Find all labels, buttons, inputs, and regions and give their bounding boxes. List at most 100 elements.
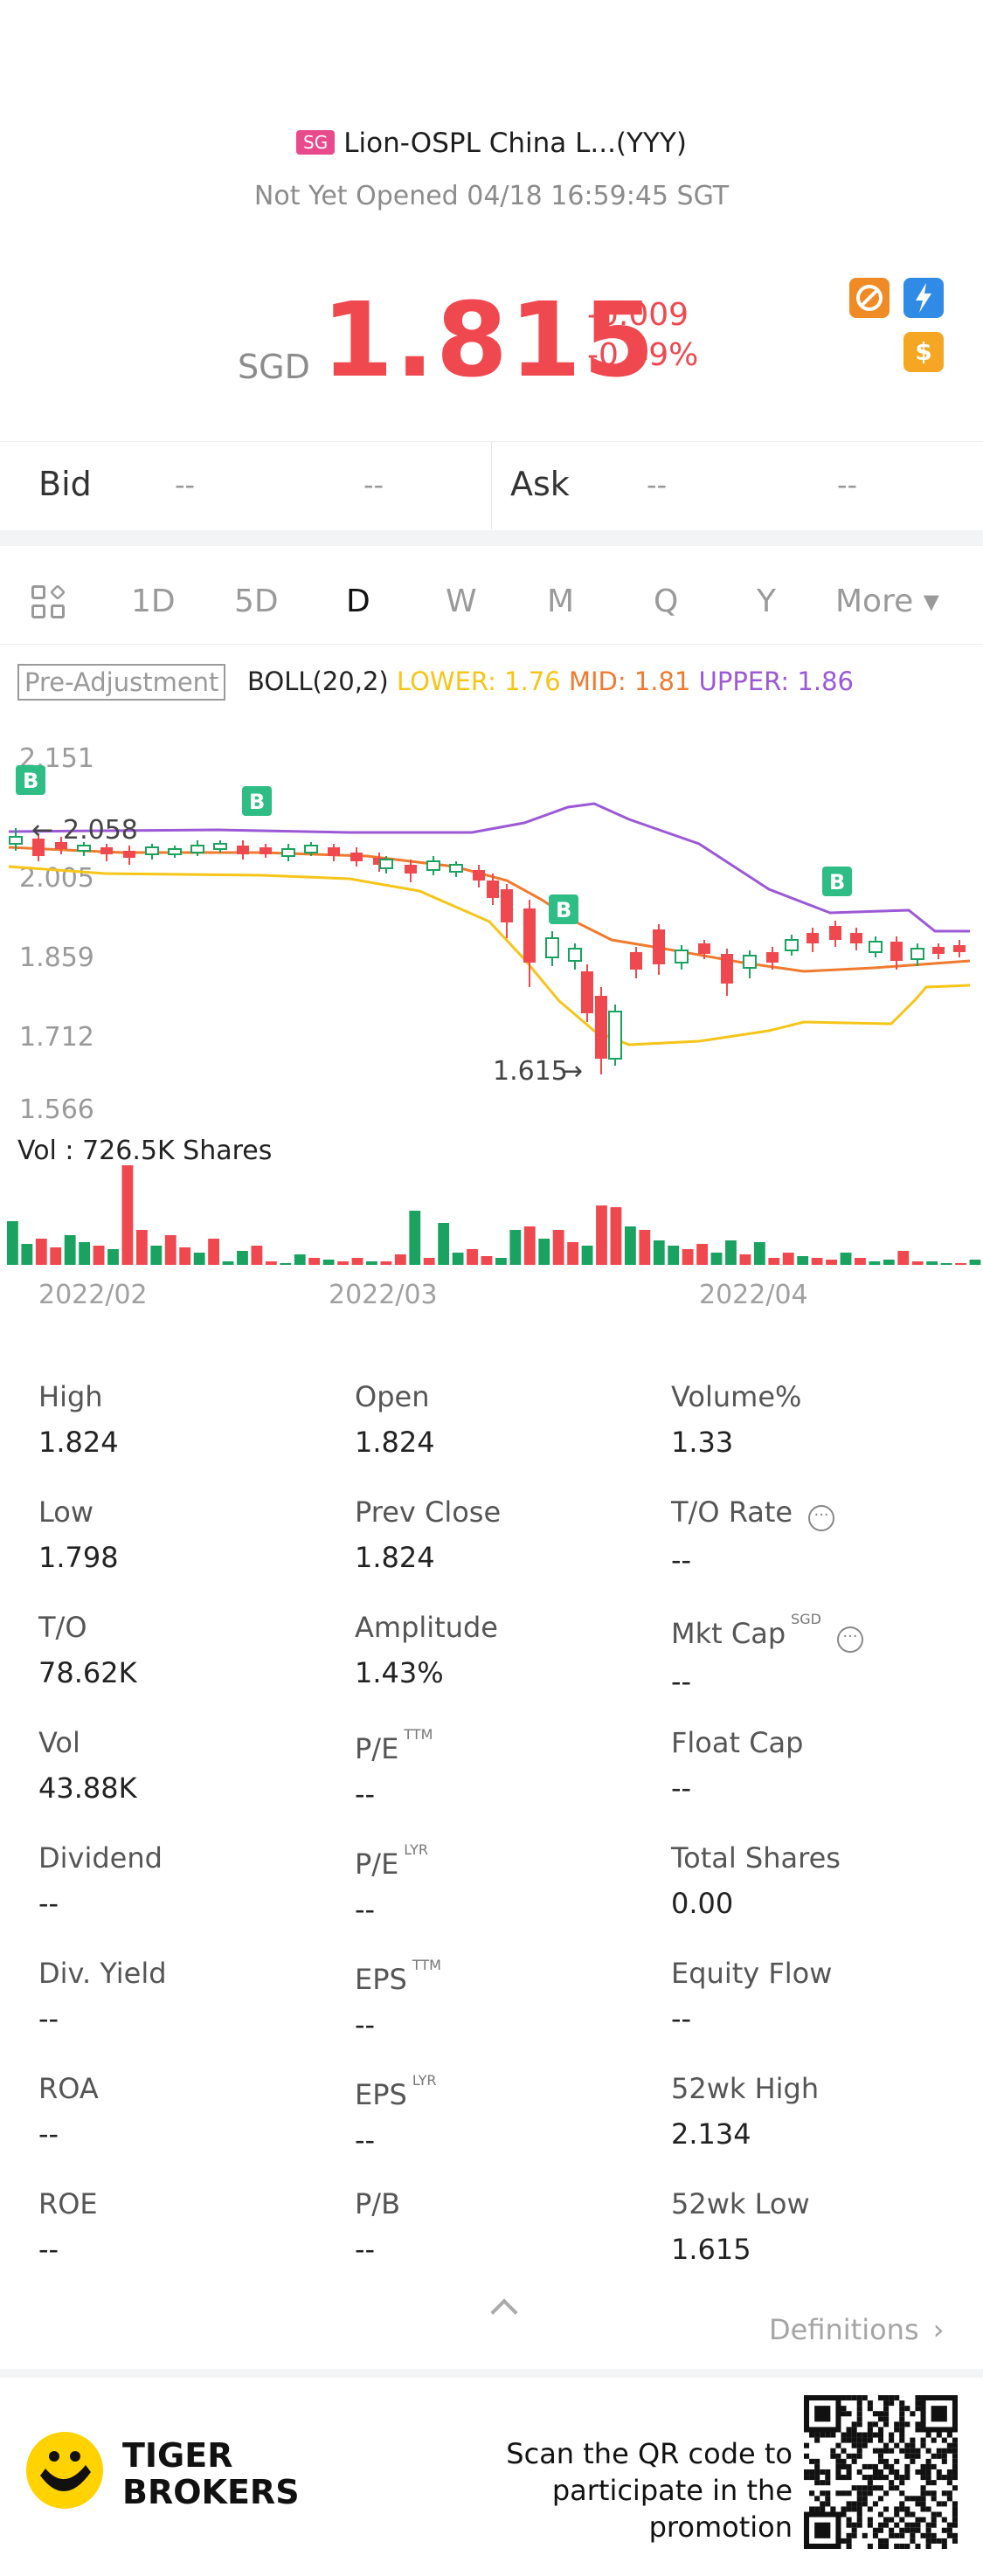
stat-item: Equity Flow -- xyxy=(671,1957,968,2035)
candle-body xyxy=(568,948,582,962)
tab-day[interactable]: D xyxy=(346,584,370,619)
volume-bar xyxy=(409,1211,421,1265)
collapse-chevron-icon[interactable] xyxy=(490,2298,518,2326)
stat-label: Float Cap xyxy=(671,1726,968,1759)
stat-item: ROE -- xyxy=(38,2187,336,2266)
stat-item: T/O Rate ··· -- xyxy=(671,1495,968,1577)
lightning-icon[interactable] xyxy=(903,278,944,318)
pre-adjustment-toggle[interactable]: Pre-Adjustment xyxy=(17,664,226,701)
volume-bar xyxy=(79,1242,91,1265)
stat-item: 52wk High 2.134 xyxy=(671,2072,968,2151)
candle-body xyxy=(743,955,757,969)
stat-value: 0.00 xyxy=(671,1887,734,1920)
volume-bar xyxy=(826,1260,837,1265)
volume-bar xyxy=(481,1256,493,1265)
buy-marker[interactable]: B xyxy=(549,894,578,924)
stat-label-text: Vol xyxy=(38,1726,80,1759)
boll-lower: LOWER: 1.76 xyxy=(396,666,561,696)
tab-5d[interactable]: 5D xyxy=(234,584,279,619)
definitions-link[interactable]: Definitions › xyxy=(769,2313,945,2346)
tab-more[interactable]: More ▾ xyxy=(835,584,939,619)
volume-bar xyxy=(394,1254,406,1265)
stat-item: ROA -- xyxy=(38,2072,336,2151)
stat-value: -- xyxy=(355,2008,376,2041)
feature-icons: $ xyxy=(849,278,945,374)
volume-bar xyxy=(107,1249,119,1265)
candle-body xyxy=(260,847,272,854)
candlestick-chart[interactable]: 2.151 2.005 1.859 1.712 1.566 B B B B ← … xyxy=(0,734,983,1144)
bid-size: -- xyxy=(363,468,384,501)
tab-1d[interactable]: 1D xyxy=(131,584,176,619)
volume-bar xyxy=(753,1242,765,1265)
tab-year[interactable]: Y xyxy=(757,584,776,619)
stat-label-text: Total Shares xyxy=(671,1841,841,1875)
layout-grid-icon[interactable] xyxy=(31,584,66,620)
stat-label-text: P/B xyxy=(355,2187,401,2220)
y-tick-label: 1.712 xyxy=(19,1022,94,1053)
stat-label: Open xyxy=(355,1380,652,1413)
volume-bar xyxy=(294,1254,306,1265)
volume-bar xyxy=(366,1261,377,1265)
qr-code[interactable] xyxy=(804,2395,958,2549)
market-status: Not Yet Opened 04/18 16:59:45 SGT xyxy=(253,181,730,211)
volume-bar xyxy=(552,1230,564,1265)
stat-value: 1.615 xyxy=(671,2233,751,2266)
candle-body xyxy=(405,865,417,874)
candle-body xyxy=(32,839,45,856)
stat-item: T/O 78.62K xyxy=(38,1611,336,1689)
upper-band-line xyxy=(8,802,970,933)
stat-label: Total Shares xyxy=(671,1841,968,1875)
stock-name: Lion-OSPL China L...(YYY) xyxy=(343,128,687,159)
stat-item: P/E LYR -- xyxy=(355,1841,652,1926)
volume-chart[interactable] xyxy=(0,1162,983,1267)
tab-quarter[interactable]: Q xyxy=(654,584,679,619)
boll-legend[interactable]: BOLL(20,2) LOWER: 1.76 MID: 1.81 UPPER: … xyxy=(247,666,854,696)
candle-body xyxy=(698,943,710,954)
boll-name: BOLL(20,2) xyxy=(247,666,389,696)
candle-body xyxy=(545,937,559,958)
tab-week[interactable]: W xyxy=(446,584,477,619)
promo-footer: TIGER BROKERS Scan the QR code to partic… xyxy=(0,2378,983,2576)
volume-bar xyxy=(955,1263,966,1265)
bid-price: -- xyxy=(175,468,196,501)
svg-text:B: B xyxy=(829,870,845,894)
stat-value: 78.62K xyxy=(38,1656,137,1689)
dollar-icon[interactable]: $ xyxy=(903,332,944,372)
candle-body xyxy=(379,859,393,869)
stat-item: Low 1.798 xyxy=(38,1495,336,1574)
buy-marker[interactable]: B xyxy=(242,786,272,816)
stock-title[interactable]: SG Lion-OSPL China L...(YYY) xyxy=(0,128,983,159)
stat-label-text: T/O Rate xyxy=(671,1495,793,1529)
stat-item: Prev Close 1.824 xyxy=(355,1495,652,1574)
candles-group xyxy=(9,828,966,1074)
info-icon[interactable]: ··· xyxy=(837,1626,863,1653)
buy-marker[interactable]: B xyxy=(822,867,852,896)
candle-body xyxy=(190,845,204,853)
volume-bar xyxy=(596,1205,607,1265)
high-arrow-icon: ← xyxy=(31,815,53,846)
stat-item: 52wk Low 1.615 xyxy=(671,2187,968,2266)
volume-bar xyxy=(682,1249,694,1265)
stat-label: 52wk Low xyxy=(671,2187,968,2220)
stat-item: Mkt Cap SGD ··· -- xyxy=(671,1611,968,1698)
candle-body xyxy=(9,836,23,845)
stat-value: 2.134 xyxy=(671,2117,751,2151)
candle-body xyxy=(145,846,159,855)
promo-line-1: Scan the QR code to xyxy=(506,2437,793,2470)
no-short-icon[interactable] xyxy=(849,278,890,318)
tab-month[interactable]: M xyxy=(547,584,575,619)
volume-bar xyxy=(237,1251,248,1265)
stat-value: -- xyxy=(355,1778,376,1811)
stat-label-text: T/O xyxy=(38,1611,87,1644)
stat-label: 52wk High xyxy=(671,2072,968,2105)
stat-label-superscript: LYR xyxy=(412,2072,437,2089)
stat-label: T/O xyxy=(38,1611,336,1644)
info-icon[interactable]: ··· xyxy=(808,1505,835,1531)
stat-label-superscript: TTM xyxy=(412,1957,441,1973)
buy-marker[interactable]: B xyxy=(16,765,45,795)
volume-bar xyxy=(265,1261,277,1265)
volume-bar xyxy=(208,1239,220,1265)
x-axis-month: 2022/02 xyxy=(38,1280,148,1310)
volume-bar xyxy=(926,1261,938,1265)
candle-body xyxy=(350,853,363,861)
